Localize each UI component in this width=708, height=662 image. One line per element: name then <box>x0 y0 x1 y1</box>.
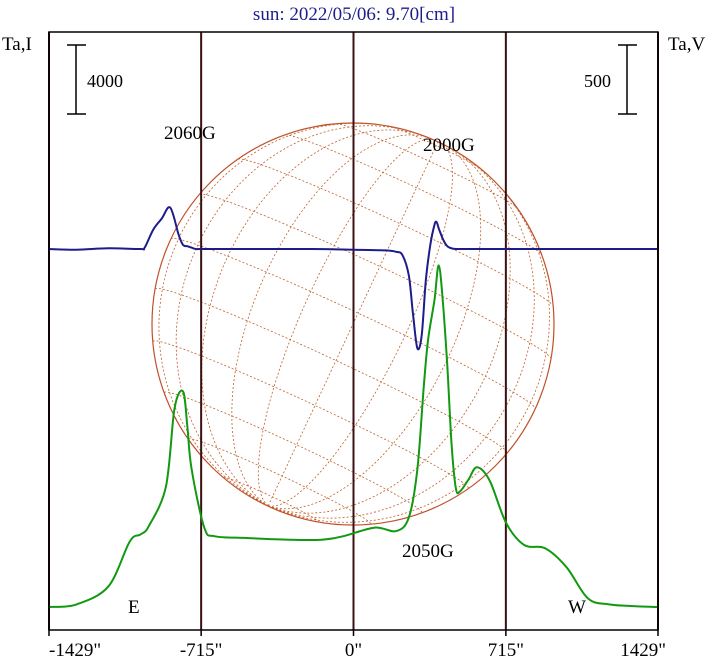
parallel-line <box>285 134 542 255</box>
parallel-line <box>163 391 423 513</box>
x-tick-label: 0" <box>345 640 362 661</box>
left-scale-bar: 4000 <box>67 44 123 115</box>
left-scale-bar-label: 4000 <box>87 71 123 91</box>
stokes-v-line <box>48 206 658 351</box>
right-axis-label: Ta,V <box>668 34 705 55</box>
series-lines <box>48 206 659 608</box>
parallel-line <box>152 340 469 489</box>
x-ticks: -1429" -715" 0" 715" 1429" <box>48 630 666 661</box>
meridian-line <box>175 125 413 507</box>
meridian-line <box>201 129 425 507</box>
stokes-i-line <box>48 264 659 608</box>
vertical-markers <box>48 32 659 630</box>
right-scale-bar-label: 500 <box>584 71 611 91</box>
meridian-line <box>158 123 390 507</box>
x-tick-label: 715" <box>488 640 524 661</box>
meridian-line <box>268 168 550 523</box>
left-axis-label: Ta,I <box>2 34 32 55</box>
right-scale-bar: 500 <box>584 44 637 115</box>
x-tick-label: 1429" <box>620 640 666 661</box>
solar-disk <box>151 122 555 526</box>
parallel-line <box>223 477 319 522</box>
parallel-line <box>188 438 372 524</box>
annotation-2000G: 2000G <box>423 135 475 156</box>
annotation-2050G: 2050G <box>402 541 454 562</box>
meridian-line <box>231 134 429 507</box>
x-tick-label: -715" <box>180 640 223 661</box>
meridian-line <box>268 148 511 514</box>
meridian-line <box>268 146 482 510</box>
parallel-line <box>336 123 518 209</box>
east-label: E <box>128 597 140 618</box>
chart-title: sun: 2022/05/06: 9.70[cm] <box>253 4 455 25</box>
west-label: W <box>568 597 586 618</box>
meridian-line <box>268 154 535 519</box>
meridian-line <box>268 144 453 507</box>
x-tick-label: -1429" <box>49 640 101 661</box>
meridian-line <box>257 138 433 507</box>
parallel-line <box>170 238 536 409</box>
annotation-2060G: 2060G <box>164 123 216 144</box>
